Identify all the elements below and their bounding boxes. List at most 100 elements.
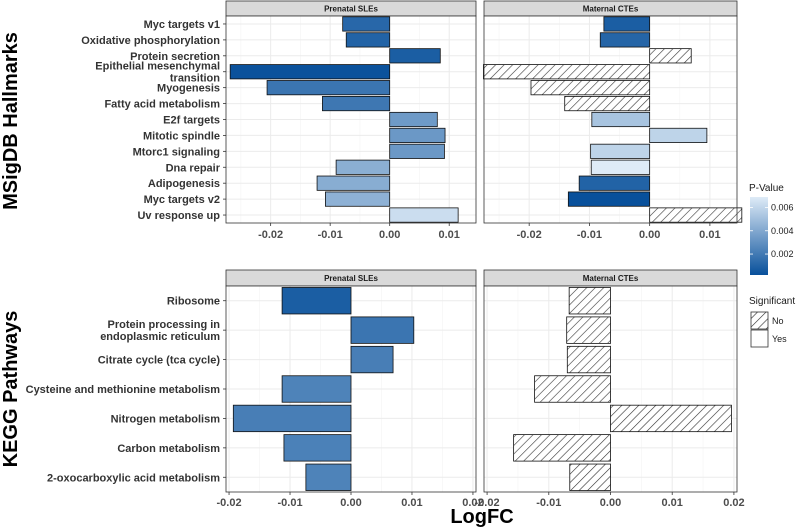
bar-2-oxocarboxylic-acid-metabolism-prenatal-sles: [306, 464, 351, 490]
x-tick-label: -0.02: [517, 229, 542, 241]
pvalue-tick-label: 0.002: [771, 249, 794, 259]
bar-uv-response-up-prenatal-sles: [390, 208, 458, 222]
category-label-epithelial-mesenchymal-transition: Epithelial mesenchymal transition: [95, 61, 220, 85]
bar-dna-repair-maternal-ctes: [591, 160, 649, 174]
category-label-nitrogen-metabolism: Nitrogen metabolism: [111, 413, 221, 425]
x-tick-label: 0.00: [600, 497, 621, 509]
row-title-kegg: KEGG Pathways: [0, 311, 22, 468]
bar-ribosome-prenatal-sles: [282, 287, 351, 313]
panel-strip-label: Maternal CTEs: [583, 5, 639, 14]
bar-adipogenesis-prenatal-sles: [317, 176, 390, 190]
bar-uv-response-up-maternal-ctes: [650, 208, 742, 222]
x-tick-label: 0.00: [379, 229, 400, 241]
bar-cysteine-and-methionine-metabolism-maternal-ctes: [535, 376, 611, 402]
pvalue-legend: P-Value 0.006 0.004 0.002: [749, 183, 794, 275]
chart-root: Prenatal SLEs-0.02 -0.01 0.00 0.01Maternal …: [26, 1, 745, 509]
bar-oxidative-phosphorylation-prenatal-sles: [346, 33, 389, 47]
x-tick-label: -0.01: [318, 229, 343, 241]
bar-e2f-targets-maternal-ctes: [592, 112, 650, 126]
panel-msigdb-hallmarks-prenatal-sles: Prenatal SLEs -0.02 -0.01 0.00 0.01: [226, 1, 476, 241]
bar-myogenesis-maternal-ctes: [531, 80, 650, 94]
bar-protein-processing-in-endoplasmic-reticulum-maternal-ctes: [567, 317, 611, 343]
category-label-uv-response-up: Uv response up: [137, 210, 220, 222]
bar-mitotic-spindle-maternal-ctes: [650, 128, 707, 142]
category-label-adipogenesis: Adipogenesis: [148, 178, 220, 190]
category-label-mitotic-spindle: Mitotic spindle: [143, 130, 220, 142]
bar-carbon-metabolism-maternal-ctes: [514, 435, 611, 461]
legend-key-no: [751, 312, 768, 329]
category-label-myc-targets-v2: Myc targets v2: [144, 194, 220, 206]
legend-label-yes: Yes: [772, 334, 787, 344]
x-tick-label: 0.01: [439, 229, 460, 241]
figure-canvas: Prenatal SLEs-0.02 -0.01 0.00 0.01Maternal …: [0, 0, 800, 530]
category-label-fatty-acid-metabolism: Fatty acid metabolism: [104, 99, 220, 111]
significant-legend-title: Significant: [749, 296, 795, 307]
pvalue-colorbar: [750, 197, 768, 275]
pvalue-tick-label: 0.004: [771, 226, 794, 236]
category-label-ribosome: Ribosome: [167, 296, 220, 308]
panel-msigdb-hallmarks-maternal-ctes: Maternal CTEs -0.02 -0.01 0.00 0.01: [483, 1, 741, 241]
bar-dna-repair-prenatal-sles: [336, 160, 390, 174]
category-label-cysteine-and-methionine-metabolism: Cysteine and methionine metabolism: [26, 384, 221, 396]
category-label-myc-targets-v1: Myc targets v1: [144, 19, 220, 31]
bar-mtorc1-signaling-maternal-ctes: [591, 144, 650, 158]
bar-myc-targets-v2-maternal-ctes: [568, 192, 649, 206]
x-tick-label: -0.02: [258, 229, 283, 241]
x-tick-label: 0.01: [699, 229, 720, 241]
x-tick-label: -0.01: [277, 497, 302, 509]
bar-e2f-targets-prenatal-sles: [390, 112, 438, 126]
panel-strip-label: Maternal CTEs: [583, 274, 639, 283]
bar-citrate-cycle-tca-cycle-prenatal-sles: [351, 346, 393, 372]
bar-mitotic-spindle-prenatal-sles: [390, 128, 445, 142]
category-label-myogenesis: Myogenesis: [157, 83, 220, 95]
category-label-mtorc1-signaling: Mtorc1 signaling: [133, 146, 220, 158]
bar-carbon-metabolism-prenatal-sles: [284, 435, 351, 461]
bar-ribosome-maternal-ctes: [569, 287, 610, 313]
bar-citrate-cycle-tca-cycle-maternal-ctes: [567, 346, 610, 372]
x-tick-label: -0.01: [577, 229, 602, 241]
legend-key-yes: [751, 330, 768, 347]
x-tick-label: 0.00: [639, 229, 660, 241]
bar-myc-targets-v2-prenatal-sles: [325, 192, 389, 206]
bar-myc-targets-v1-maternal-ctes: [604, 17, 650, 31]
pvalue-legend-title: P-Value: [749, 183, 784, 194]
significant-legend: Significant No Yes: [749, 296, 795, 347]
category-label-oxidative-phosphorylation: Oxidative phosphorylation: [81, 35, 220, 47]
category-label-citrate-cycle-tca-cycle: Citrate cycle (tca cycle): [98, 355, 221, 367]
bar-mtorc1-signaling-prenatal-sles: [390, 144, 445, 158]
bar-fatty-acid-metabolism-prenatal-sles: [322, 96, 389, 110]
x-tick-label: 0.01: [401, 497, 422, 509]
panel-strip-label: Prenatal SLEs: [324, 274, 378, 283]
bar-oxidative-phosphorylation-maternal-ctes: [600, 33, 649, 47]
bar-nitrogen-metabolism-prenatal-sles: [233, 405, 351, 431]
bar-2-oxocarboxylic-acid-metabolism-maternal-ctes: [570, 464, 611, 490]
bar-adipogenesis-maternal-ctes: [579, 176, 649, 190]
bar-epithelial-mesenchymal-transition-prenatal-sles: [230, 65, 390, 79]
bar-epithelial-mesenchymal-transition-maternal-ctes: [483, 65, 649, 79]
bar-myc-targets-v1-prenatal-sles: [343, 17, 390, 31]
bar-myogenesis-prenatal-sles: [267, 80, 390, 94]
bar-protein-secretion-prenatal-sles: [390, 49, 441, 63]
bar-protein-secretion-maternal-ctes: [650, 49, 692, 63]
x-tick-label: 0.02: [723, 497, 744, 509]
bar-nitrogen-metabolism-maternal-ctes: [611, 405, 732, 431]
legend-label-no: No: [772, 316, 784, 326]
bar-cysteine-and-methionine-metabolism-prenatal-sles: [282, 376, 351, 402]
panel-kegg-pathways-maternal-ctes: Maternal CTEs -0.02 -0.01 0.00 0.01 0.02: [475, 270, 745, 509]
x-tick-label: -0.02: [217, 497, 242, 509]
category-label-2-oxocarboxylic-acid-metabolism: 2-oxocarboxylic acid metabolism: [47, 472, 220, 484]
panel-kegg-pathways-prenatal-sles: Prenatal SLEs -0.02 -0.01 0.00 0.01 0.02: [217, 270, 484, 509]
bar-fatty-acid-metabolism-maternal-ctes: [565, 96, 650, 110]
panel-strip-label: Prenatal SLEs: [324, 5, 378, 14]
row-title-hallmarks: MSigDB Hallmarks: [0, 32, 22, 210]
x-axis-title: LogFC: [450, 506, 513, 528]
category-label-protein-processing-in-endoplasmic-reticulum: Protein processing in endoplasmic reticul…: [100, 319, 220, 343]
category-label-carbon-metabolism: Carbon metabolism: [117, 443, 220, 455]
category-label-dna-repair: Dna repair: [166, 162, 221, 174]
x-tick-label: 0.00: [340, 497, 361, 509]
bar-protein-processing-in-endoplasmic-reticulum-prenatal-sles: [351, 317, 414, 343]
x-tick-label: 0.01: [661, 497, 682, 509]
category-label-e2f-targets: E2f targets: [163, 115, 220, 127]
pvalue-tick-label: 0.006: [771, 202, 794, 212]
x-tick-label: -0.01: [536, 497, 561, 509]
